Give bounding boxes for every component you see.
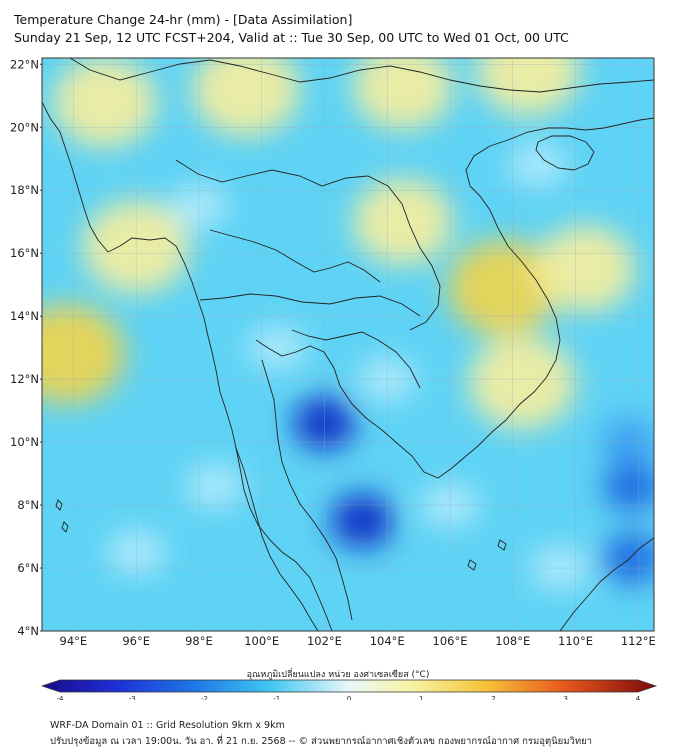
longitude-label: 102°E <box>307 634 342 648</box>
map-figure: 22°N 20°N 18°N 16°N 14°N 12°N 10°N 8°N 6°N 4°N 94… <box>10 57 658 700</box>
coastline-and-borders <box>42 58 654 631</box>
latitude-label: 22°N <box>10 57 39 71</box>
footer-credit: ปรับปรุงข้อมูล ณ เวลา 19:00น. วัน อา. ที… <box>50 736 592 747</box>
colorbar-tick-label: 1 <box>419 695 423 700</box>
colorbar-tick-label: 4 <box>636 695 641 700</box>
latitude-label: 6°N <box>17 561 39 575</box>
light-anomaly-patch <box>507 143 568 188</box>
latitude-label: 4°N <box>17 624 39 638</box>
warm-anomaly-blob <box>447 239 560 337</box>
colorbar-ticks: -4 -3 -2 -1 0 1 2 3 4 <box>57 695 641 700</box>
latitude-label: 12°N <box>10 372 39 386</box>
light-anomaly-patch <box>247 325 308 370</box>
cool-anomaly-blob <box>602 532 654 585</box>
longitude-label: 112°E <box>621 634 656 648</box>
cool-anomaly-blob <box>602 460 654 512</box>
latitude-label: 18°N <box>10 183 39 197</box>
longitude-label: 96°E <box>122 634 150 648</box>
longitude-labels: 94°E 96°E 98°E 100°E 102°E 104°E 106°E 108°E 110… <box>60 634 656 648</box>
longitude-label: 98°E <box>185 634 213 648</box>
map-field <box>42 58 654 631</box>
warm-anomaly-blob <box>352 58 454 130</box>
warm-anomaly-blob <box>534 225 636 313</box>
latitude-label: 10°N <box>10 435 39 449</box>
longitude-label: 104°E <box>370 634 405 648</box>
graticule <box>42 58 654 631</box>
colorbar-tick-label: 0 <box>347 695 351 700</box>
colorbar-tick-label: 2 <box>491 695 495 700</box>
colorbar-tick-label: 3 <box>564 695 568 700</box>
warm-anomaly-blob <box>352 178 454 266</box>
latitude-label: 8°N <box>17 498 39 512</box>
colorbar-tick-label: -1 <box>273 695 280 700</box>
latitude-label: 20°N <box>10 120 39 134</box>
colorbar-tick-label: -2 <box>201 695 208 700</box>
colorbar-tick-label: -4 <box>57 695 65 700</box>
colorbar-tick-label: -3 <box>129 695 136 700</box>
latitude-labels: 22°N 20°N 18°N 16°N 14°N 12°N 10°N 8°N 6°N 4°N <box>10 57 42 638</box>
longitude-label: 106°E <box>433 634 468 648</box>
light-anomaly-patch <box>184 464 245 509</box>
map-frame <box>41 57 655 632</box>
latitude-label: 14°N <box>10 309 39 323</box>
longitude-label: 110°E <box>558 634 593 648</box>
warm-anomaly-blob <box>476 58 581 116</box>
longitude-label: 94°E <box>60 634 88 648</box>
colorbar-gradient <box>40 679 658 693</box>
map-title: Temperature Change 24-hr (mm) - [Data As… <box>14 12 353 27</box>
longitude-label: 100°E <box>244 634 279 648</box>
colorbar-label: อุณหภูมิเปลี่ยนแปลง หน่วย องศาเซลเซียส (… <box>246 670 430 680</box>
map-subtitle: Sunday 21 Sep, 12 UTC FCST+204, Valid at… <box>14 30 569 45</box>
cool-anomaly-blob <box>330 493 394 549</box>
warm-anomaly-blob <box>52 58 157 148</box>
warm-anomaly-blob <box>192 58 300 137</box>
latitude-label: 16°N <box>10 246 39 260</box>
footer-model-info: WRF-DA Domain 01 :: Grid Resolution 9km … <box>50 720 285 731</box>
warm-anomaly-blob <box>468 335 577 430</box>
colorbar: -4 -3 -2 -1 0 1 2 3 4 <box>40 679 658 700</box>
longitude-label: 108°E <box>495 634 530 648</box>
